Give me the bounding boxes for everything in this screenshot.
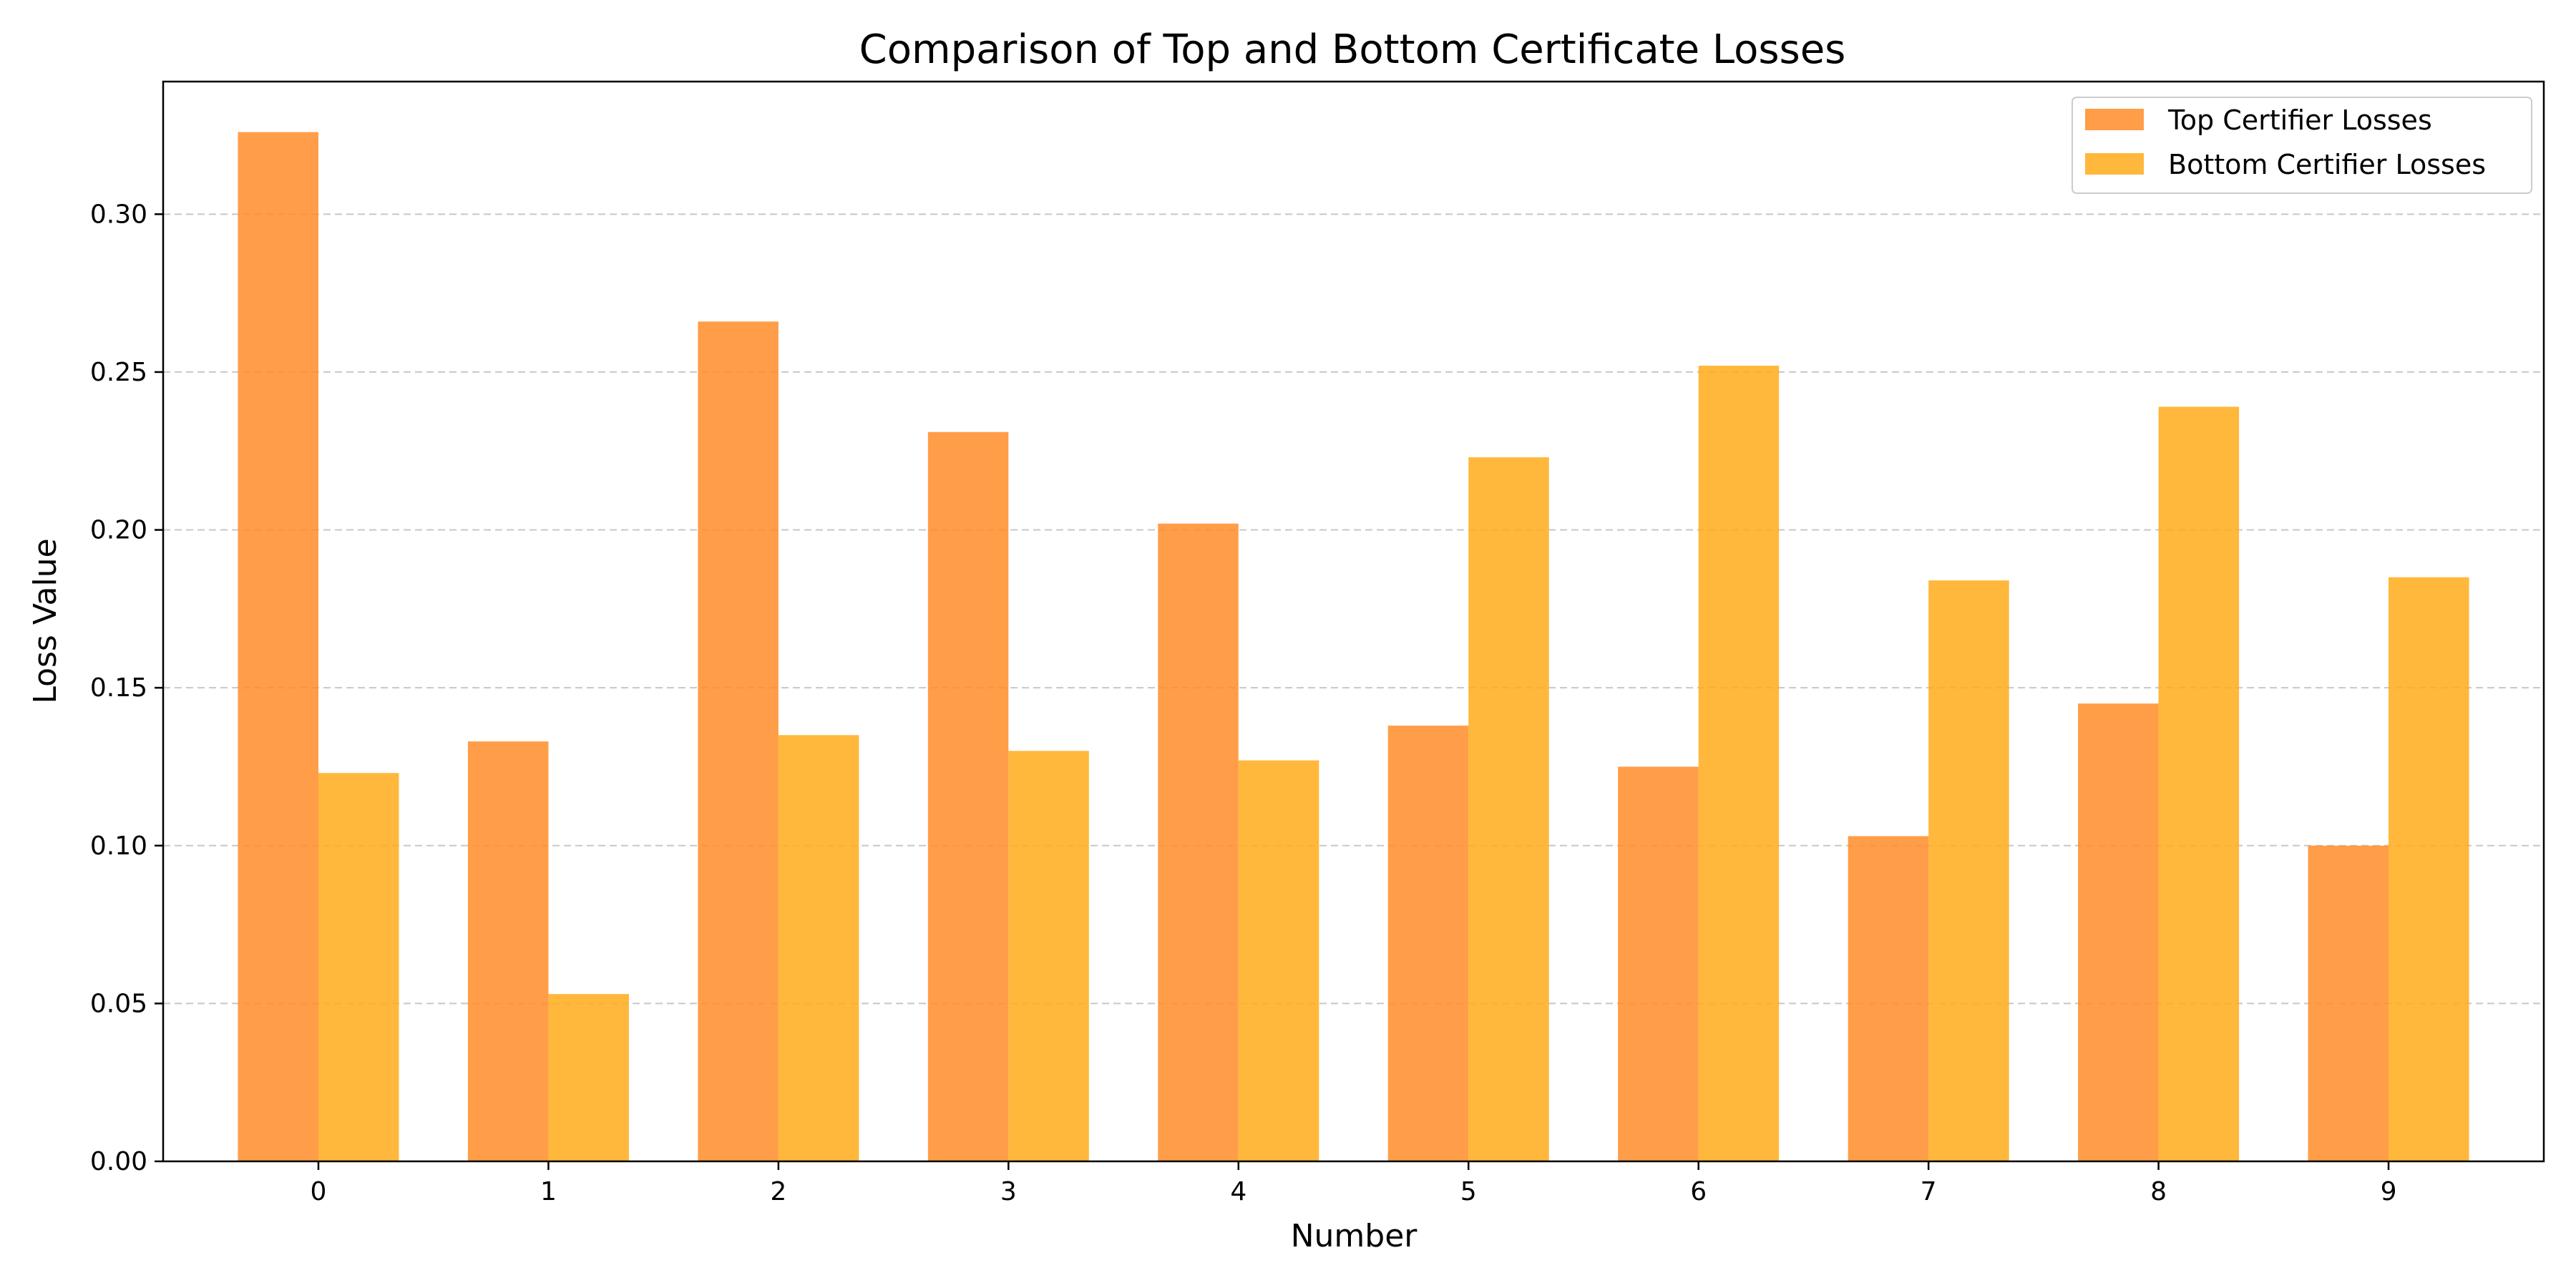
legend-label-bottom: Bottom Certifier Losses	[2168, 149, 2486, 180]
top-certifier-bar-0	[238, 132, 318, 1162]
top-certifier-bar-9	[2308, 845, 2389, 1161]
top-certifier-bar-2	[698, 321, 779, 1161]
x-tick-label: 9	[2381, 1177, 2397, 1206]
y-axis-title: Loss Value	[27, 538, 64, 703]
chart-title: Comparison of Top and Bottom Certificate…	[859, 26, 1846, 73]
x-tick-label: 2	[770, 1177, 786, 1206]
bars	[238, 132, 2469, 1162]
legend-swatch-bottom	[2085, 153, 2144, 175]
top-certifier-bar-5	[1387, 726, 1469, 1161]
x-tick-label: 1	[540, 1177, 557, 1206]
legend-swatch-top	[2085, 109, 2144, 130]
x-tick-label: 0	[311, 1177, 327, 1206]
y-tick-label: 0.05	[90, 989, 147, 1018]
legend: Top Certifier Losses Bottom Certifier Los…	[2072, 97, 2532, 194]
x-tick-label: 5	[1460, 1177, 1477, 1206]
legend-box	[2072, 97, 2532, 194]
bottom-certifier-bar-3	[1008, 751, 1089, 1161]
y-tick-label: 0.15	[90, 673, 147, 703]
x-tick-label: 6	[1690, 1177, 1707, 1206]
bottom-certifier-bar-7	[1928, 580, 2009, 1161]
bottom-certifier-bar-2	[778, 735, 859, 1161]
top-certifier-bar-6	[1618, 766, 1699, 1161]
bottom-certifier-bar-8	[2158, 406, 2240, 1162]
y-tick-label: 0.00	[90, 1147, 147, 1176]
x-tick-label: 8	[2150, 1177, 2167, 1206]
top-certifier-bar-4	[1158, 523, 1239, 1161]
y-tick-label: 0.30	[90, 200, 147, 229]
bottom-certifier-bar-4	[1238, 760, 1319, 1161]
bottom-certifier-bar-6	[1698, 366, 1780, 1162]
y-tick-label: 0.25	[90, 358, 147, 387]
top-certifier-bar-8	[2078, 703, 2159, 1161]
bottom-certifier-bar-5	[1468, 457, 1549, 1161]
bottom-certifier-bar-0	[318, 773, 399, 1161]
top-certifier-bar-3	[927, 431, 1009, 1161]
top-certifier-bar-1	[467, 741, 549, 1161]
x-tick-label: 4	[1230, 1177, 1246, 1206]
y-tick-label: 0.10	[90, 831, 147, 861]
x-tick-label: 3	[1000, 1177, 1017, 1206]
x-tick-label: 7	[1921, 1177, 1937, 1206]
legend-label-top: Top Certifier Losses	[2167, 104, 2432, 136]
y-axis: 0.00 0.05 0.10 0.15 0.20 0.25 0.30	[90, 200, 163, 1176]
x-axis: 0 1 2 3 4 5 6 7 8 9	[311, 1161, 2397, 1206]
x-axis-title: Number	[1291, 1218, 1418, 1254]
bottom-certifier-bar-1	[548, 994, 629, 1161]
y-tick-label: 0.20	[90, 516, 147, 545]
top-certifier-bar-7	[1848, 836, 1929, 1161]
bottom-certifier-bar-9	[2389, 577, 2469, 1161]
plot-frame	[162, 80, 2545, 1163]
